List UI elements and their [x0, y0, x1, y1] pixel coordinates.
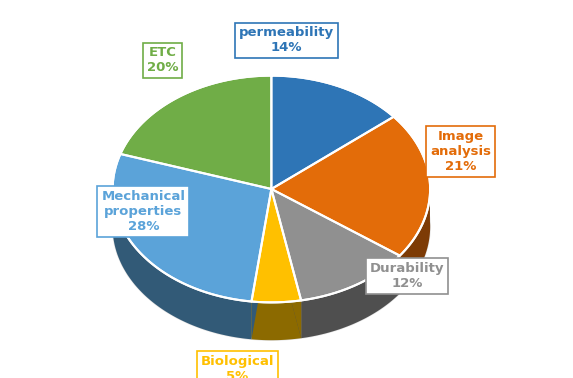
Polygon shape [301, 256, 400, 338]
Polygon shape [252, 189, 272, 339]
Polygon shape [272, 189, 301, 338]
Polygon shape [400, 184, 430, 293]
Ellipse shape [113, 113, 430, 340]
Polygon shape [272, 117, 430, 256]
Polygon shape [113, 184, 252, 339]
Polygon shape [272, 189, 301, 338]
Polygon shape [252, 301, 301, 340]
Polygon shape [252, 189, 301, 302]
Text: Mechanical
properties
28%: Mechanical properties 28% [101, 190, 185, 233]
Polygon shape [252, 189, 272, 339]
Polygon shape [272, 189, 400, 301]
Polygon shape [272, 189, 400, 293]
Text: Image
analysis
21%: Image analysis 21% [430, 130, 491, 173]
Polygon shape [120, 76, 272, 189]
Polygon shape [272, 189, 400, 293]
Polygon shape [113, 154, 272, 302]
Text: permeability
14%: permeability 14% [239, 26, 334, 54]
Polygon shape [272, 76, 394, 189]
Text: Durability
12%: Durability 12% [370, 262, 444, 290]
Text: Biological
5%: Biological 5% [201, 355, 274, 378]
Text: ETC
20%: ETC 20% [147, 46, 178, 74]
